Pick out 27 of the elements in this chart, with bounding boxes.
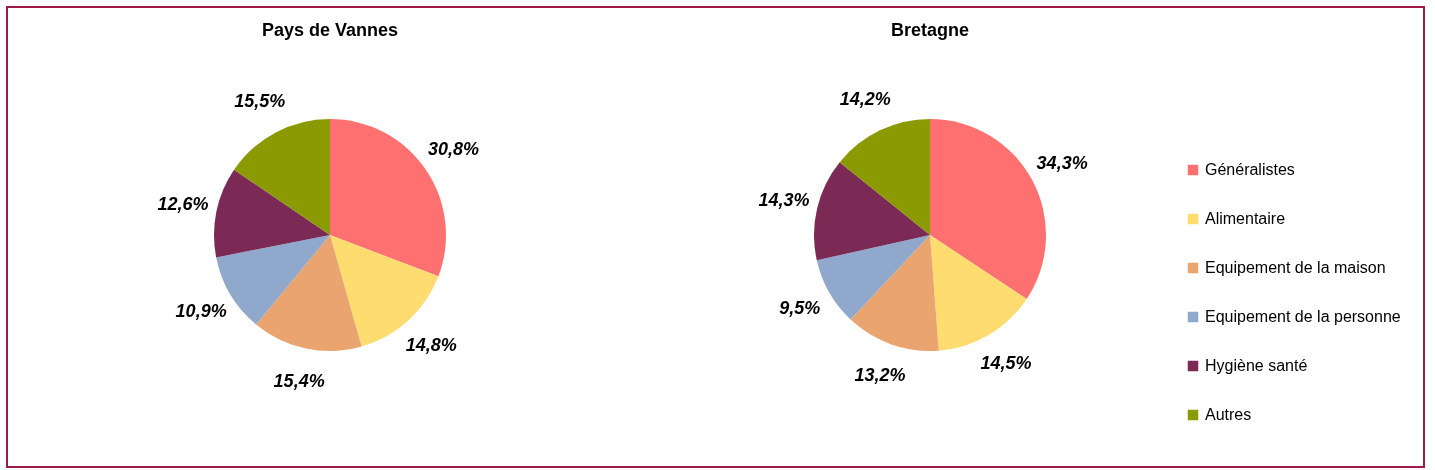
data-label: 14,8% (405, 334, 457, 355)
data-label: 10,9% (175, 300, 227, 321)
data-label: 14,5% (980, 353, 1032, 374)
data-label: 15,5% (234, 91, 286, 112)
data-label: 9,5% (779, 298, 821, 319)
legend-label: Généralistes (1205, 161, 1295, 178)
pie-slice (256, 235, 362, 351)
data-label: 13,2% (854, 365, 906, 386)
chart-title: Bretagne (890, 20, 970, 40)
data-label: 12,6% (157, 194, 209, 215)
data-label: 15,4% (273, 370, 325, 391)
data-label: 14,3% (758, 189, 810, 210)
pie-slice (214, 169, 330, 258)
chart-title: Pays de Vannes (261, 20, 399, 40)
legend-label: Hygiène santé (1205, 357, 1308, 374)
data-label: 30,8% (428, 138, 480, 159)
data-label: 34,3% (1036, 152, 1088, 173)
pie-slice (814, 162, 930, 261)
data-label: 14,2% (839, 88, 891, 109)
pie-slice (850, 235, 939, 351)
legend-label: Alimentaire (1205, 210, 1286, 227)
legend-label: Autres (1205, 406, 1252, 423)
pie-slice (234, 119, 330, 235)
pie-slice (839, 119, 930, 235)
legend-label: Equipement de la personne (1205, 308, 1401, 325)
legend-label: Equipement de la maison (1205, 259, 1386, 276)
pie-slice (930, 235, 1027, 351)
